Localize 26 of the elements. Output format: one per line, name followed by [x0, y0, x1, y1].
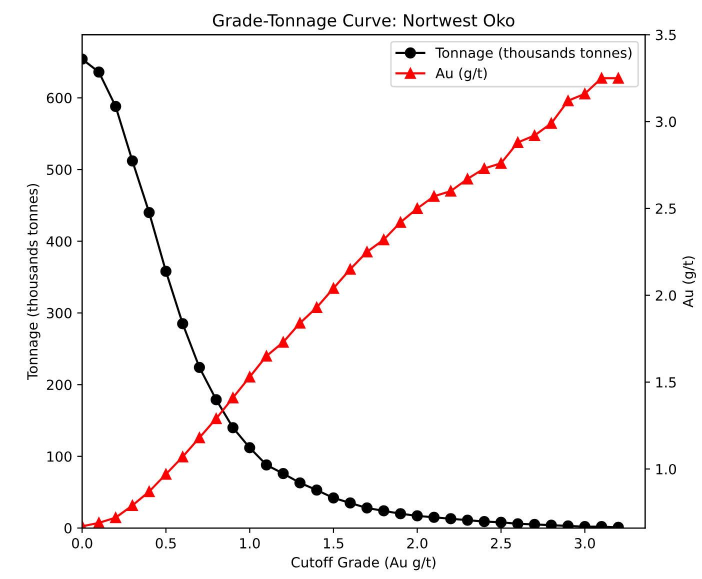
y-tick-label: 0: [64, 523, 72, 534]
y-tick-label: 100: [47, 451, 72, 462]
x-axis-title: Cutoff Grade (Au g/t): [291, 556, 436, 570]
y2-tick-label: 2.5: [656, 203, 676, 214]
y2-tick-label: 2.0: [656, 290, 676, 301]
x-tick-label: 3.0: [574, 538, 595, 549]
y-tick-label: 600: [46, 92, 72, 104]
x-tick-label: 0.0: [72, 538, 92, 549]
y-tick-label: 400: [46, 236, 72, 247]
y2-tick-label: 3.0: [656, 116, 676, 128]
y2-tick-label: 1.5: [656, 377, 676, 388]
legend-label: Tonnage (thousands tonnes): [435, 47, 632, 61]
y2-tick-label: 1.0: [656, 464, 676, 474]
x-tick-label: 1.5: [324, 538, 344, 549]
y-tick-label: 500: [46, 164, 72, 176]
y-axis-title: Tonnage (thousands tonnes): [26, 184, 40, 380]
x-tick-label: 0.5: [156, 538, 176, 549]
y2-axis-title: Au (g/t): [682, 256, 696, 308]
legend-label: Au (g/t): [436, 68, 487, 82]
x-tick-label: 2.0: [407, 538, 428, 549]
x-tick-label: 2.5: [491, 538, 511, 549]
chart-title: Grade-Tonnage Curve: Nortwest Oko: [212, 14, 514, 30]
y-tick-label: 300: [46, 308, 72, 318]
y-tick-label: 200: [46, 380, 72, 390]
y2-tick-label: 3.5: [656, 30, 676, 40]
x-tick-label: 1.0: [240, 538, 260, 549]
